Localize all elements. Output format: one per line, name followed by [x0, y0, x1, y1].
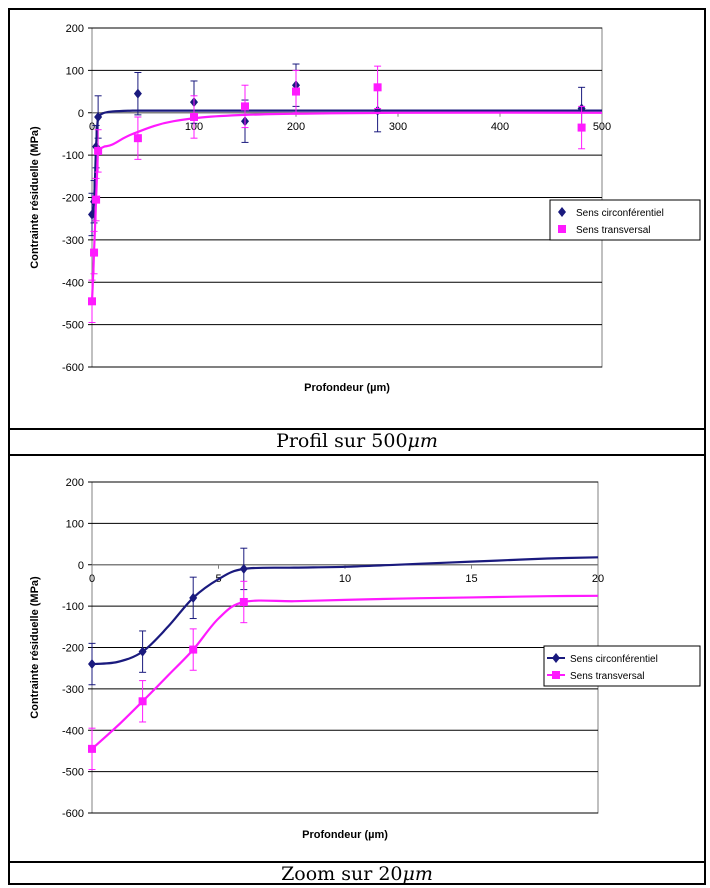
legend: Sens circonférentiel Sens transversal [549, 199, 701, 241]
divider-line [10, 428, 704, 430]
caption-top-value: 500 [371, 430, 408, 452]
y-tick-label: -400 [62, 277, 84, 289]
y-tick-label: -300 [62, 235, 84, 247]
data-point [189, 592, 198, 603]
figure-frame: 200 100 0 -100 -200 -300 -400 -500 -600 0 100 200 30… [8, 8, 706, 885]
y-tick-label: -500 [62, 320, 84, 332]
legend-marker [558, 207, 566, 217]
y-tick-label: 100 [66, 518, 84, 530]
legend: Sens circonférentiel Sens transversal [543, 645, 701, 687]
x-tick-label: 200 [287, 121, 305, 133]
caption-bottom-unit: μm [402, 863, 433, 885]
data-point [138, 646, 147, 657]
legend-marker [552, 671, 560, 679]
x-tick-label: 15 [465, 573, 477, 585]
divider-line [10, 454, 704, 456]
data-point [190, 112, 198, 121]
x-axis-title: Profondeur (µm) [302, 829, 388, 841]
y-tick-label: 200 [66, 23, 84, 35]
y-tick-label: -500 [62, 767, 84, 779]
data-point [241, 102, 249, 111]
legend-label: Sens circonférentiel [576, 208, 664, 219]
y-tick-label: -200 [62, 643, 84, 655]
data-point [92, 195, 101, 204]
data-point [189, 645, 198, 654]
y-tick-label: -600 [62, 362, 84, 374]
data-point [88, 659, 96, 670]
caption-bottom: Zoom sur 20μm [10, 862, 704, 886]
data-point [88, 297, 96, 306]
legend-label: Sens circonférentiel [570, 654, 658, 665]
legend-label: Sens transversal [570, 671, 644, 682]
legend-marker [552, 653, 560, 663]
y-tick-label: -100 [62, 601, 84, 613]
x-tick-label: 20 [592, 573, 604, 585]
x-tick-label: 10 [339, 573, 351, 585]
y-tick-label: 0 [78, 560, 84, 572]
y-axis-title: Contrainte résiduelle (MPa) [29, 576, 41, 719]
data-point [373, 83, 382, 92]
data-point [239, 597, 248, 606]
y-tick-label: -300 [62, 684, 84, 696]
y-tick-label: -200 [62, 193, 84, 205]
data-point [90, 248, 99, 257]
y-tick-label: -600 [62, 808, 84, 820]
data-point [94, 111, 103, 122]
data-point [133, 134, 142, 143]
data-point [292, 87, 300, 96]
caption-bottom-prefix: Zoom sur [281, 863, 379, 885]
x-tick-label: 500 [593, 121, 611, 133]
series-line [90, 111, 603, 302]
legend-box [549, 199, 701, 241]
data-point [239, 563, 248, 574]
y-tick-label: 0 [78, 108, 84, 120]
series-line [91, 594, 599, 750]
legend-box [543, 645, 701, 687]
divider-line [10, 861, 704, 863]
y-tick-label: -100 [62, 150, 84, 162]
series-line [91, 109, 602, 216]
x-tick-label: 0 [89, 573, 95, 585]
legend-label: Sens transversal [576, 225, 650, 236]
data-point [138, 697, 147, 706]
data-point [88, 744, 96, 753]
data-point [133, 88, 142, 99]
caption-bottom-value: 20 [378, 863, 403, 885]
x-axis-title: Profondeur (µm) [304, 382, 390, 394]
x-tick-label: 300 [389, 121, 407, 133]
caption-top: Profil sur 500μm [10, 429, 704, 453]
legend-marker [558, 225, 566, 233]
y-tick-label: 100 [66, 65, 84, 77]
data-point [94, 146, 103, 155]
data-point [577, 123, 586, 132]
caption-top-unit: μm [407, 430, 438, 452]
x-tick-label: 400 [491, 121, 509, 133]
y-tick-label: -400 [62, 725, 84, 737]
x-tick-label: 0 [89, 121, 95, 133]
caption-top-prefix: Profil sur [276, 430, 372, 452]
y-axis-title: Contrainte résiduelle (MPa) [29, 126, 41, 269]
y-tick-label: 200 [66, 477, 84, 489]
